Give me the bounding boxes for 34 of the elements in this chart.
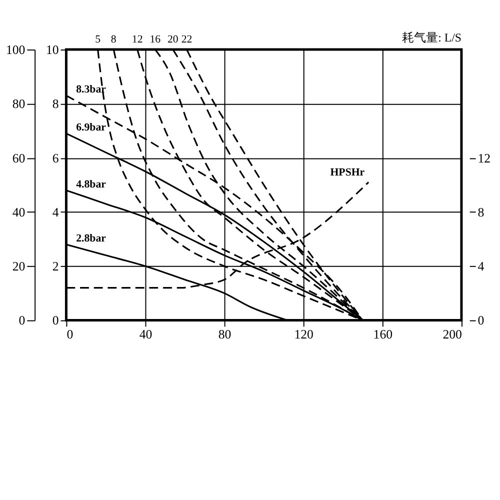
y-tick-label: 60 [12, 151, 26, 166]
y-tick-label: 80 [12, 97, 26, 112]
y-tick-label: 100 [6, 42, 26, 57]
y2-tick-label: 10 [46, 42, 59, 57]
y-tick-label: 20 [12, 260, 26, 274]
y2-tick-label: 6 [52, 151, 60, 166]
series-label: 16 [150, 34, 162, 46]
y3-tick-label: 12 [478, 151, 491, 166]
series-label: 8 [110, 34, 117, 46]
series-label: 2.8bar [76, 232, 106, 244]
series-label: 8.3bar [76, 84, 106, 96]
y2-tick-label: 2 [52, 260, 59, 274]
text: 耗气量: L/S [402, 30, 462, 45]
x-tick-label: 40 [139, 328, 152, 342]
x-tick-label: 160 [373, 328, 393, 342]
y3-tick-label: 8 [478, 205, 484, 220]
x-tick-label: 120 [294, 328, 314, 342]
y-tick-label: 40 [12, 205, 26, 220]
x-tick-label: 80 [218, 328, 232, 342]
x-tick-label: 200 [442, 328, 462, 342]
series-label: 22 [181, 34, 192, 46]
series-label: 6.9bar [76, 121, 106, 134]
y3-tick-label: 4 [478, 260, 485, 274]
series-label: 5 [95, 34, 101, 46]
y3-tick-label: 0 [478, 314, 484, 328]
series-label: 4.8bar [76, 178, 106, 190]
y2-tick-label: 8 [52, 97, 59, 112]
x-tick-label: 0 [66, 328, 74, 342]
y2-tick-label: 4 [52, 205, 60, 220]
y2-tick-label: 0 [52, 314, 59, 328]
y-tick-label: 0 [18, 314, 26, 328]
series-label: HPSHr [330, 166, 365, 178]
series-label: 20 [167, 34, 179, 46]
series-label: 12 [132, 34, 143, 46]
